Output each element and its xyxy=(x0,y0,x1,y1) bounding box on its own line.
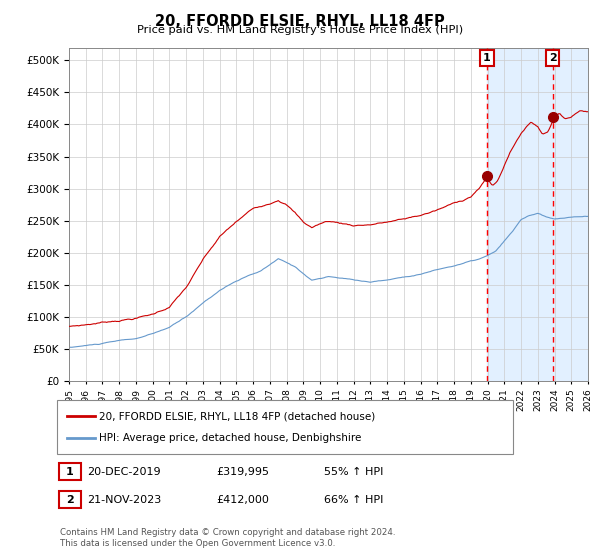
Text: 55% ↑ HPI: 55% ↑ HPI xyxy=(324,466,383,477)
Text: Contains HM Land Registry data © Crown copyright and database right 2024.
This d: Contains HM Land Registry data © Crown c… xyxy=(60,528,395,548)
Bar xyxy=(487,48,588,381)
Text: 66% ↑ HPI: 66% ↑ HPI xyxy=(324,494,383,505)
Text: 20, FFORDD ELSIE, RHYL, LL18 4FP (detached house): 20, FFORDD ELSIE, RHYL, LL18 4FP (detach… xyxy=(99,411,375,421)
Bar xyxy=(553,48,588,381)
Text: 1: 1 xyxy=(66,466,74,477)
Text: 2: 2 xyxy=(66,494,74,505)
Text: 1: 1 xyxy=(483,53,491,63)
Text: 20-DEC-2019: 20-DEC-2019 xyxy=(87,466,161,477)
Text: 20, FFORDD ELSIE, RHYL, LL18 4FP: 20, FFORDD ELSIE, RHYL, LL18 4FP xyxy=(155,14,445,29)
Text: £319,995: £319,995 xyxy=(216,466,269,477)
Text: HPI: Average price, detached house, Denbighshire: HPI: Average price, detached house, Denb… xyxy=(99,433,361,443)
Text: Price paid vs. HM Land Registry's House Price Index (HPI): Price paid vs. HM Land Registry's House … xyxy=(137,25,463,35)
Text: 2: 2 xyxy=(549,53,557,63)
Text: £412,000: £412,000 xyxy=(216,494,269,505)
Text: 21-NOV-2023: 21-NOV-2023 xyxy=(87,494,161,505)
